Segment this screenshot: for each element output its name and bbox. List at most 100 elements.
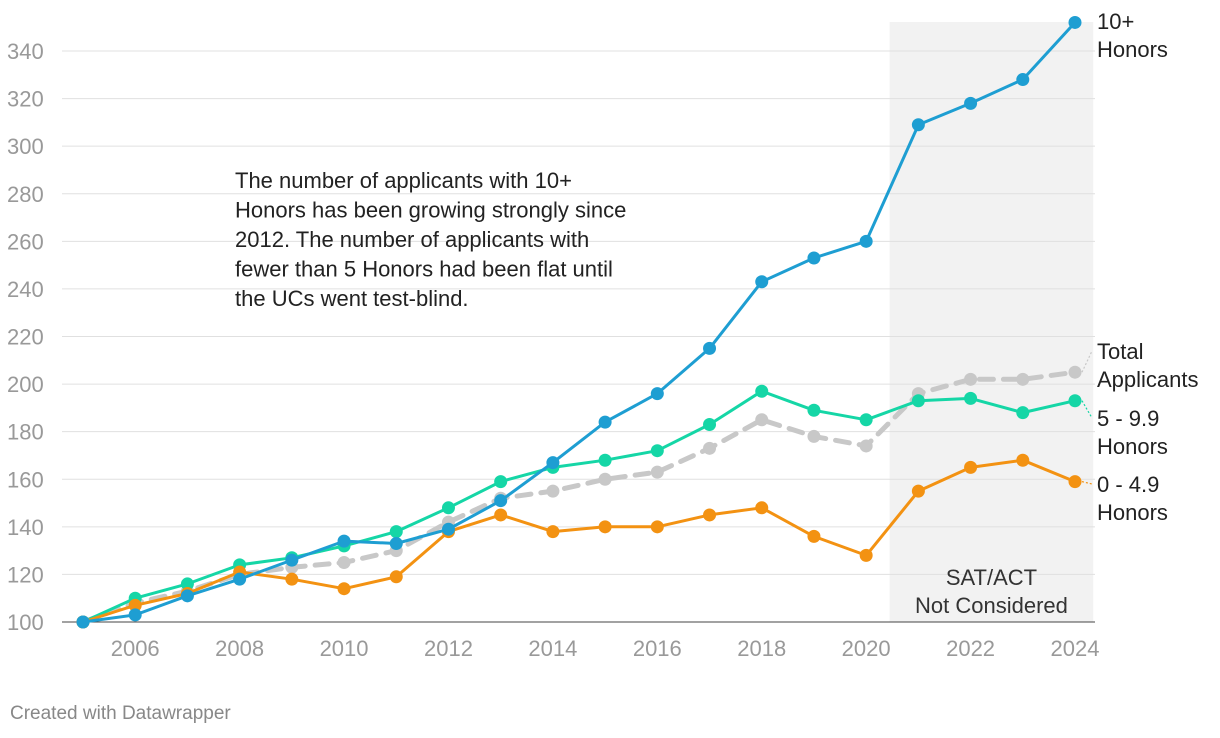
data-point[interactable] (128, 608, 142, 622)
shaded-region (889, 22, 1094, 622)
label-connector (1081, 481, 1093, 485)
data-point[interactable] (389, 525, 403, 539)
data-point[interactable] (650, 465, 664, 479)
y-tick-label: 160 (7, 467, 44, 492)
data-point[interactable] (546, 525, 560, 539)
y-tick-label: 140 (7, 515, 44, 540)
data-point[interactable] (389, 570, 403, 584)
data-point[interactable] (389, 536, 403, 550)
data-point[interactable] (911, 484, 925, 498)
data-point[interactable] (911, 118, 925, 132)
series-label: Total (1097, 339, 1143, 364)
credit-text[interactable]: Created with Datawrapper (10, 703, 231, 724)
y-tick-label: 320 (7, 87, 44, 112)
data-point[interactable] (703, 341, 717, 355)
y-tick-label: 100 (7, 610, 44, 635)
data-point[interactable] (598, 472, 612, 486)
y-tick-label: 260 (7, 229, 44, 254)
data-point[interactable] (1068, 15, 1082, 29)
data-point[interactable] (598, 453, 612, 467)
series-label: Applicants (1097, 367, 1199, 392)
series-label: Honors (1097, 37, 1168, 62)
data-point[interactable] (1016, 453, 1030, 467)
data-point[interactable] (964, 372, 978, 386)
series-label: 10+ (1097, 9, 1134, 34)
series-label: 0 - 4.9 (1097, 472, 1159, 497)
data-point[interactable] (1068, 394, 1082, 408)
data-point[interactable] (337, 534, 351, 548)
data-point[interactable] (285, 572, 299, 586)
x-tick-label: 2016 (633, 636, 682, 661)
x-tick-label: 2010 (320, 636, 369, 661)
data-point[interactable] (494, 494, 508, 508)
data-point[interactable] (755, 413, 769, 427)
annotation-text: 2012. The number of applicants with (235, 227, 589, 252)
data-point[interactable] (650, 387, 664, 401)
data-point[interactable] (755, 501, 769, 515)
data-point[interactable] (755, 275, 769, 289)
data-point[interactable] (285, 553, 299, 567)
y-tick-label: 240 (7, 277, 44, 302)
shaded-region-label: Not Considered (915, 593, 1068, 618)
data-point[interactable] (76, 615, 90, 629)
x-tick-label: 2024 (1051, 636, 1100, 661)
y-tick-label: 340 (7, 39, 44, 64)
x-tick-label: 2006 (111, 636, 160, 661)
data-point[interactable] (807, 429, 821, 443)
label-connector (1081, 400, 1093, 419)
data-point[interactable] (807, 529, 821, 543)
series-label: Honors (1097, 500, 1168, 525)
data-point[interactable] (703, 508, 717, 522)
x-tick-label: 2018 (737, 636, 786, 661)
data-point[interactable] (807, 403, 821, 417)
data-point[interactable] (337, 556, 351, 570)
data-point[interactable] (859, 439, 873, 453)
data-point[interactable] (546, 456, 560, 470)
data-point[interactable] (494, 508, 508, 522)
data-point[interactable] (1068, 365, 1082, 379)
data-point[interactable] (859, 548, 873, 562)
y-tick-label: 180 (7, 420, 44, 445)
data-point[interactable] (546, 484, 560, 498)
data-point[interactable] (233, 572, 247, 586)
data-point[interactable] (1016, 372, 1030, 386)
data-point[interactable] (650, 520, 664, 534)
data-point[interactable] (1016, 406, 1030, 420)
data-point[interactable] (964, 460, 978, 474)
series-line (81, 389, 1077, 624)
data-point[interactable] (337, 582, 351, 596)
data-point[interactable] (1068, 475, 1082, 489)
data-point[interactable] (441, 501, 455, 515)
data-point[interactable] (911, 394, 925, 408)
data-point[interactable] (703, 418, 717, 432)
data-point[interactable] (859, 234, 873, 248)
data-point[interactable] (964, 96, 978, 110)
y-tick-label: 280 (7, 182, 44, 207)
series-line (81, 458, 1077, 624)
shaded-region-label: SAT/ACT (946, 565, 1037, 590)
data-point[interactable] (598, 415, 612, 429)
data-point[interactable] (859, 413, 873, 427)
data-point[interactable] (598, 520, 612, 534)
series-label: Honors (1097, 434, 1168, 459)
data-point[interactable] (180, 577, 194, 591)
x-tick-label: 2012 (424, 636, 473, 661)
x-tick-label: 2022 (946, 636, 995, 661)
data-point[interactable] (964, 391, 978, 405)
series-line (81, 21, 1077, 624)
data-point[interactable] (128, 598, 142, 612)
x-tick-label: 2008 (215, 636, 264, 661)
data-point[interactable] (1016, 73, 1030, 87)
data-point[interactable] (180, 589, 194, 603)
y-tick-label: 300 (7, 134, 44, 159)
x-tick-label: 2014 (528, 636, 577, 661)
data-point[interactable] (494, 475, 508, 489)
y-tick-label: 220 (7, 325, 44, 350)
data-point[interactable] (703, 441, 717, 455)
data-point[interactable] (650, 444, 664, 458)
data-point[interactable] (755, 384, 769, 398)
annotation-text: The number of applicants with 10+ (235, 168, 572, 193)
data-point[interactable] (807, 251, 821, 265)
data-point[interactable] (441, 522, 455, 536)
